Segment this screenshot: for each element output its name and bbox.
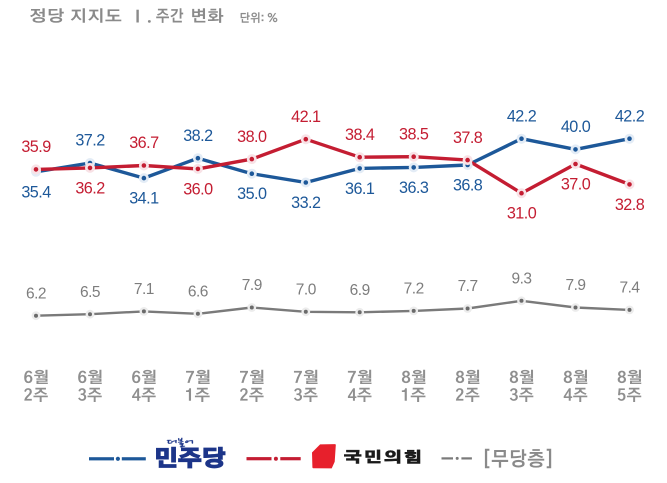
svg-text:38.5: 38.5 — [399, 125, 429, 143]
svg-text:42.2: 42.2 — [615, 107, 645, 125]
svg-text:36.2: 36.2 — [75, 179, 105, 197]
svg-text:37.0: 37.0 — [561, 176, 591, 194]
svg-text:6.9: 6.9 — [350, 282, 370, 299]
svg-text:33.2: 33.2 — [291, 194, 321, 212]
svg-text:36.3: 36.3 — [399, 179, 429, 197]
svg-text:40.0: 40.0 — [561, 118, 591, 136]
svg-text:36.1: 36.1 — [345, 180, 375, 198]
svg-text:7.9: 7.9 — [565, 277, 585, 294]
svg-text:7.0: 7.0 — [296, 282, 317, 299]
svg-text:38.4: 38.4 — [345, 126, 375, 144]
svg-text:35.0: 35.0 — [237, 185, 267, 203]
svg-text:7.9: 7.9 — [242, 277, 262, 294]
svg-text:42.1: 42.1 — [291, 108, 321, 126]
svg-text:6.6: 6.6 — [188, 283, 208, 300]
svg-text:37.2: 37.2 — [75, 132, 105, 150]
svg-text:6.2: 6.2 — [26, 285, 46, 302]
svg-text:36.7: 36.7 — [129, 134, 159, 152]
svg-text:31.0: 31.0 — [507, 205, 537, 223]
svg-text:7.2: 7.2 — [404, 281, 424, 298]
svg-text:38.0: 38.0 — [237, 128, 267, 146]
svg-text:42.2: 42.2 — [507, 107, 537, 125]
svg-text:7.7: 7.7 — [458, 278, 478, 295]
svg-text:9.3: 9.3 — [511, 270, 531, 287]
svg-text:7.4: 7.4 — [619, 280, 640, 297]
svg-text:32.8: 32.8 — [615, 196, 645, 214]
svg-text:36.8: 36.8 — [453, 177, 483, 195]
svg-text:34.1: 34.1 — [129, 190, 159, 208]
svg-text:7.1: 7.1 — [134, 281, 154, 298]
svg-text:6.5: 6.5 — [80, 284, 100, 301]
svg-text:38.2: 38.2 — [183, 127, 213, 145]
svg-text:36.0: 36.0 — [183, 180, 213, 198]
svg-text:35.4: 35.4 — [21, 183, 51, 201]
svg-text:35.9: 35.9 — [21, 138, 51, 156]
svg-text:37.8: 37.8 — [453, 129, 483, 147]
